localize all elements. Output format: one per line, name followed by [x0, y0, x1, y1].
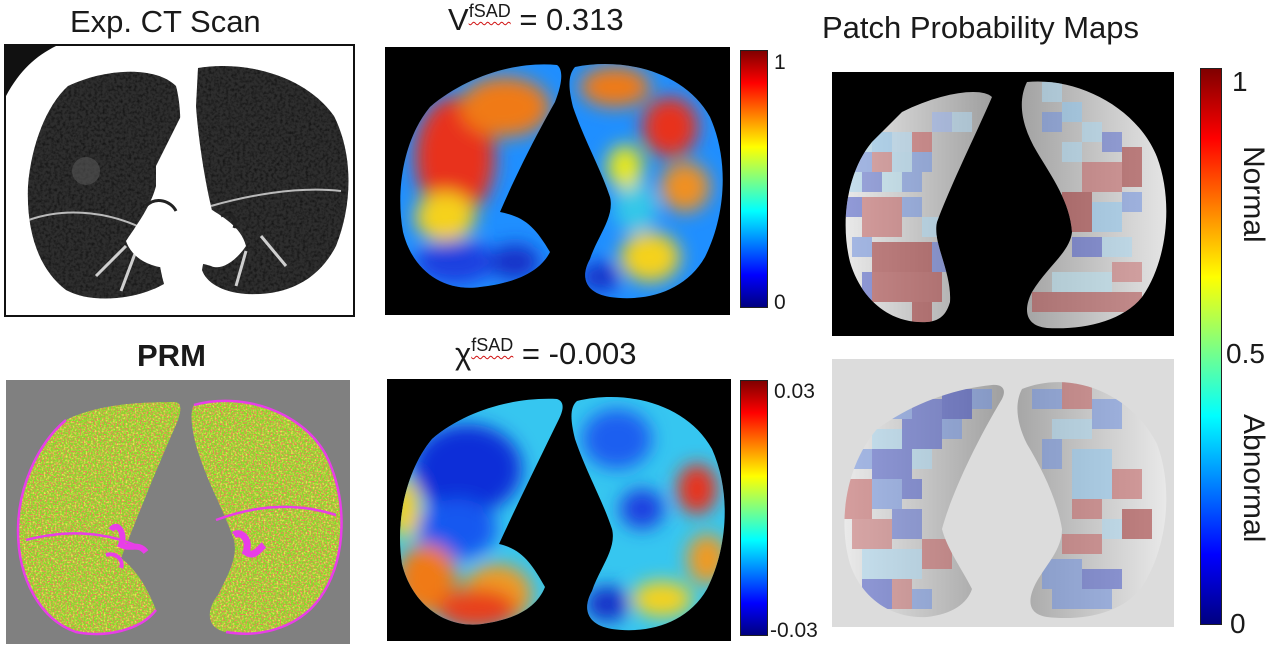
ppm-colorbar-top: 1 [1232, 66, 1248, 97]
chi-title: χfSAD = -0.003 [455, 335, 637, 371]
vfsad-colorbar-max: 1 [774, 51, 786, 74]
ppm-abnormal-label: Abnormal [1237, 414, 1270, 543]
ppm-bottom-map [832, 359, 1174, 627]
ppm-colorbar-bottom: 0 [1230, 608, 1246, 639]
chi-map [387, 379, 731, 641]
chi-colorbar [740, 380, 768, 636]
ppm-top-map [832, 72, 1174, 336]
vfsad-map [385, 47, 730, 315]
ppm-title: Patch Probability Maps [822, 10, 1140, 45]
prm-map [6, 380, 350, 644]
chi-colorbar-min: -0.03 [770, 619, 818, 642]
vfsad-colorbar [740, 50, 768, 308]
prm-title: PRM [137, 338, 206, 373]
ppm-colorbar-mid: 0.5 [1226, 338, 1265, 369]
ppm-normal-label: Normal [1237, 146, 1270, 243]
vfsad-colorbar-min: 0 [774, 291, 786, 314]
ct-scan-image [4, 44, 355, 317]
ct-scan-title: Exp. CT Scan [70, 4, 261, 39]
vfsad-title: VfSAD = 0.313 [448, 1, 624, 37]
chi-colorbar-max: 0.03 [774, 380, 815, 403]
ppm-colorbar [1200, 68, 1222, 625]
